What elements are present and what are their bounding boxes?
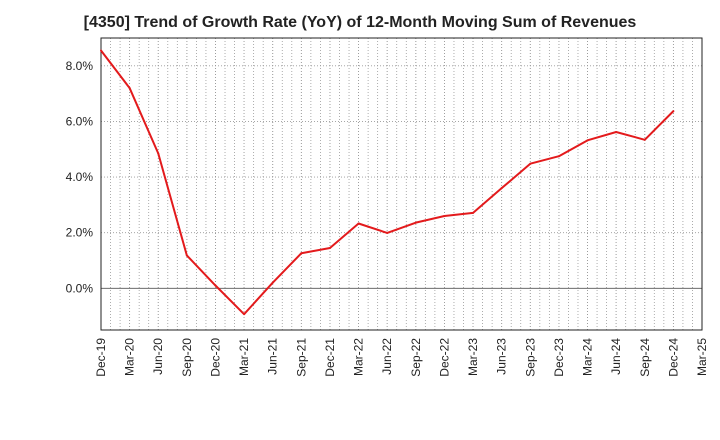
data-point bbox=[185, 254, 188, 257]
x-tick-label: Sep-21 bbox=[294, 338, 308, 377]
x-tick-label: Dec-23 bbox=[552, 338, 566, 377]
data-point bbox=[357, 222, 360, 225]
x-tick-label: Dec-22 bbox=[437, 338, 451, 377]
data-point bbox=[672, 110, 675, 113]
data-point bbox=[100, 49, 102, 52]
data-point bbox=[243, 313, 246, 316]
x-tick-label: Dec-19 bbox=[94, 338, 108, 377]
x-tick-label: Mar-23 bbox=[466, 338, 480, 376]
x-tick-label: Jun-21 bbox=[266, 338, 280, 375]
data-point bbox=[500, 187, 503, 190]
y-tick-label: 8.0% bbox=[66, 59, 94, 73]
y-tick-label: 4.0% bbox=[66, 170, 94, 184]
y-tick-label: 0.0% bbox=[66, 281, 94, 295]
data-point bbox=[128, 87, 131, 90]
x-tick-label: Jun-20 bbox=[151, 338, 165, 375]
x-tick-label: Sep-20 bbox=[180, 338, 194, 377]
x-tick-label: Mar-20 bbox=[123, 338, 137, 376]
x-tick-label: Jun-22 bbox=[380, 338, 394, 375]
plot-background bbox=[101, 38, 702, 330]
data-point bbox=[472, 211, 475, 214]
data-point bbox=[157, 152, 160, 155]
x-tick-label: Dec-20 bbox=[208, 338, 222, 377]
x-tick-label: Dec-21 bbox=[323, 338, 337, 377]
data-point bbox=[529, 162, 532, 165]
y-tick-label: 6.0% bbox=[66, 114, 94, 128]
x-tick-label: Dec-24 bbox=[666, 338, 680, 377]
data-point bbox=[643, 138, 646, 141]
x-tick-label: Mar-25 bbox=[695, 338, 709, 376]
plot-frame bbox=[100, 37, 703, 331]
x-axis-labels: Dec-19 Mar-20 Jun-20 Sep-20 Dec-20 Mar-21 Jun-… bbox=[94, 338, 709, 377]
grid-layer bbox=[101, 38, 703, 330]
data-point bbox=[214, 284, 217, 287]
x-tick-label: Jun-24 bbox=[609, 338, 623, 375]
x-tick-label: Sep-22 bbox=[409, 338, 423, 377]
data-point bbox=[271, 281, 274, 284]
data-point bbox=[300, 252, 303, 255]
data-point bbox=[586, 139, 589, 142]
data-point bbox=[386, 231, 389, 234]
series-layer bbox=[100, 49, 675, 316]
y-axis-labels: 0.0% 2.0% 4.0% 6.0% 8.0% bbox=[66, 59, 94, 295]
data-point bbox=[615, 130, 618, 133]
x-tick-label: Mar-24 bbox=[581, 338, 595, 376]
data-point bbox=[328, 246, 331, 249]
y-tick-label: 2.0% bbox=[66, 226, 94, 240]
data-point bbox=[443, 214, 446, 217]
x-tick-label: Jun-23 bbox=[495, 338, 509, 375]
x-tick-label: Sep-24 bbox=[638, 338, 652, 377]
x-tick-label: Mar-22 bbox=[352, 338, 366, 376]
chart-title: [4350] Trend of Growth Rate (YoY) of 12-… bbox=[83, 14, 637, 31]
x-tick-label: Mar-21 bbox=[237, 338, 251, 376]
x-tick-label: Sep-23 bbox=[523, 338, 537, 377]
data-point bbox=[414, 221, 417, 224]
data-point bbox=[557, 155, 560, 158]
